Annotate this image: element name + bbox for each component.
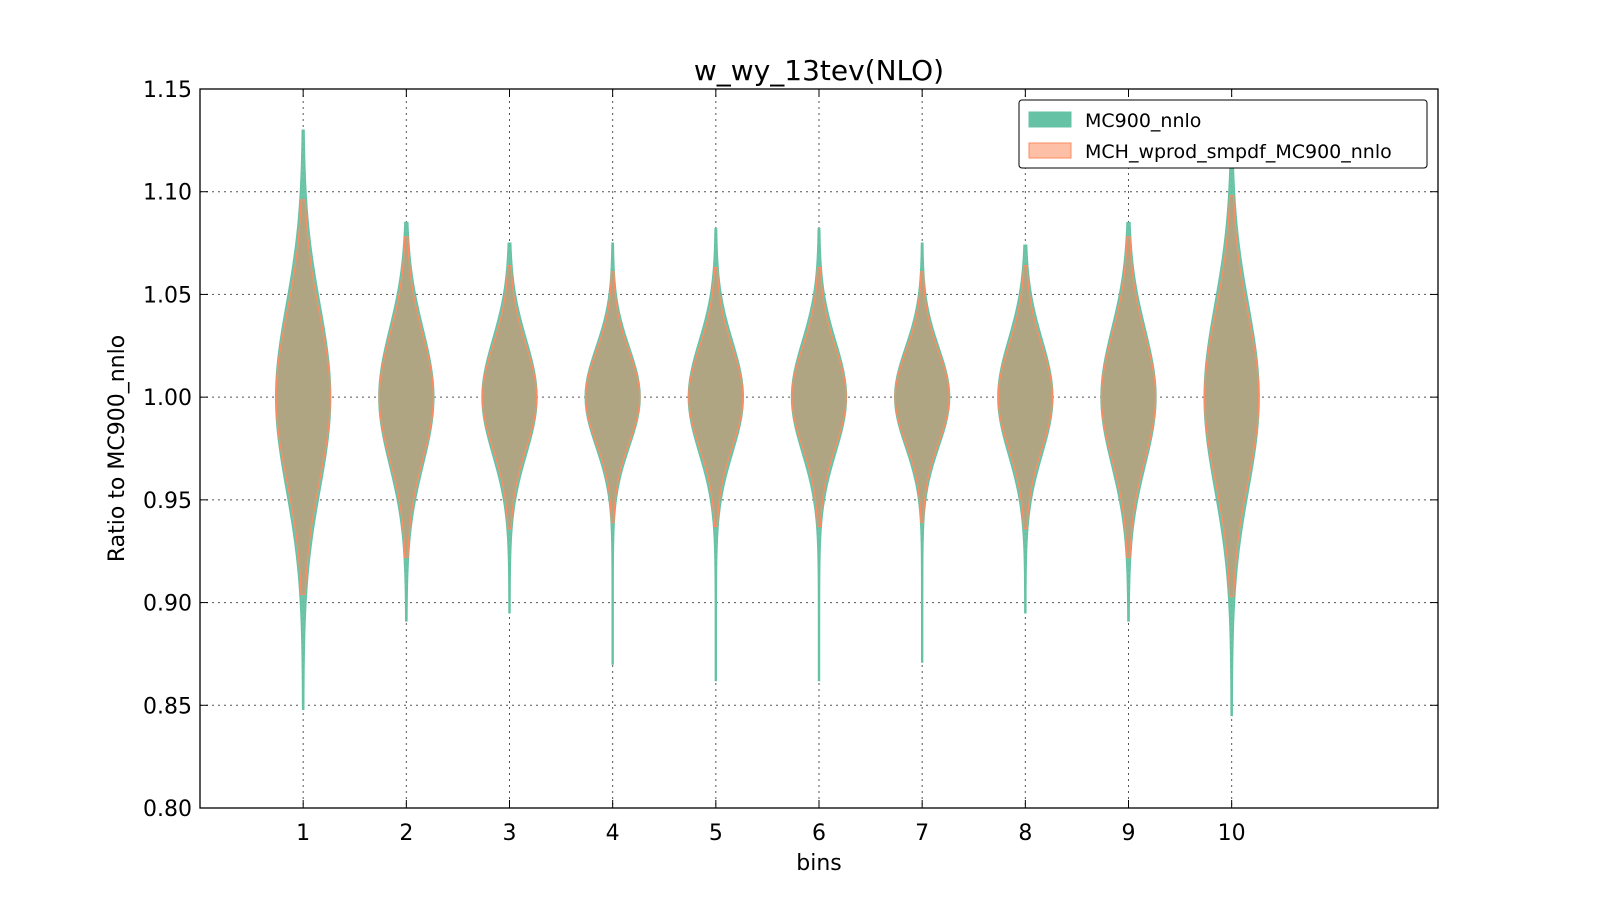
- y-axis-label: Ratio to MC900_nnlo: [105, 335, 130, 562]
- legend: MC900_nnlo MCH_wprod_smpdf_MC900_nnlo: [1018, 99, 1428, 169]
- x-axis-label: bins: [796, 851, 841, 876]
- violin-mch-wprod-bin-4: [584, 271, 641, 524]
- x-tick-label: 4: [606, 821, 620, 846]
- violins: [274, 129, 1260, 717]
- violin-mch-wprod-bin-6: [791, 267, 847, 528]
- y-tick-label: 0.85: [143, 694, 192, 719]
- y-tick-label: 0.90: [143, 592, 192, 617]
- violin-mch-wprod-bin-10: [1203, 195, 1260, 598]
- axis-ticks: 0.80 0.85 0.90 0.95 1.00 1.05 1.10 1.15 1 2 3 4 5 6 7 8…: [143, 78, 1438, 846]
- y-tick-label: 1.10: [143, 181, 192, 206]
- violin-mch-wprod-bin-3: [481, 264, 538, 530]
- x-tick-label: 7: [915, 821, 929, 846]
- x-tick-label: 9: [1122, 821, 1136, 846]
- violin-mch-wprod-bin-1: [275, 199, 331, 596]
- x-tick-label: 2: [399, 821, 413, 846]
- violin-mch-wprod-bin-8: [997, 264, 1054, 530]
- x-tick-label: 6: [812, 821, 826, 846]
- y-tick-label: 1.00: [143, 386, 192, 411]
- legend-swatch-mc900-nnlo: [1028, 111, 1072, 128]
- chart-title: w_wy_13tev(NLO): [694, 54, 944, 87]
- y-tick-label: 1.15: [143, 78, 192, 103]
- x-tick-label: 5: [709, 821, 723, 846]
- y-tick-label: 0.95: [143, 489, 192, 514]
- violin-mch-wprod-bin-7: [894, 271, 950, 524]
- x-tick-label: 1: [296, 821, 310, 846]
- violin-mch-wprod-bin-5: [688, 267, 744, 528]
- violin-mch-wprod-bin-9: [1100, 236, 1157, 559]
- y-tick-label: 0.80: [143, 797, 192, 822]
- legend-label-mc900-nnlo: MC900_nnlo: [1085, 110, 1201, 132]
- legend-swatch-mch-wprod-smpdf: [1028, 142, 1072, 159]
- violin-mch-wprod-bin-2: [378, 236, 435, 559]
- y-tick-label: 1.05: [143, 283, 192, 308]
- legend-box: [1018, 99, 1428, 169]
- x-tick-label: 8: [1018, 821, 1032, 846]
- legend-label-mch-wprod-smpdf: MCH_wprod_smpdf_MC900_nnlo: [1085, 141, 1392, 163]
- x-tick-label: 10: [1218, 821, 1246, 846]
- x-tick-label: 3: [503, 821, 517, 846]
